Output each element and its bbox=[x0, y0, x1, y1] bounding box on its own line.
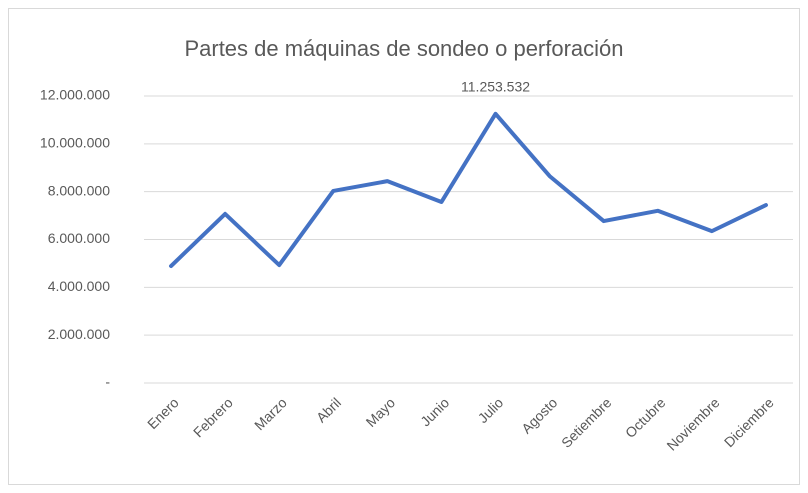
data-label: 11.253.532 bbox=[461, 79, 530, 95]
y-tick-label: 10.000.000 bbox=[40, 135, 110, 151]
line bbox=[169, 111, 768, 269]
chart-title: Partes de máquinas de sondeo o perforaci… bbox=[184, 36, 623, 61]
chart-border bbox=[8, 8, 800, 485]
y-tick-label: - bbox=[105, 374, 110, 390]
y-tick-label: 2.000.000 bbox=[48, 326, 110, 342]
y-tick-label: 12.000.000 bbox=[40, 87, 110, 103]
y-tick-label: 4.000.000 bbox=[48, 278, 110, 294]
y-tick-label: 8.000.000 bbox=[48, 182, 110, 198]
y-tick-label: 6.000.000 bbox=[48, 230, 110, 246]
